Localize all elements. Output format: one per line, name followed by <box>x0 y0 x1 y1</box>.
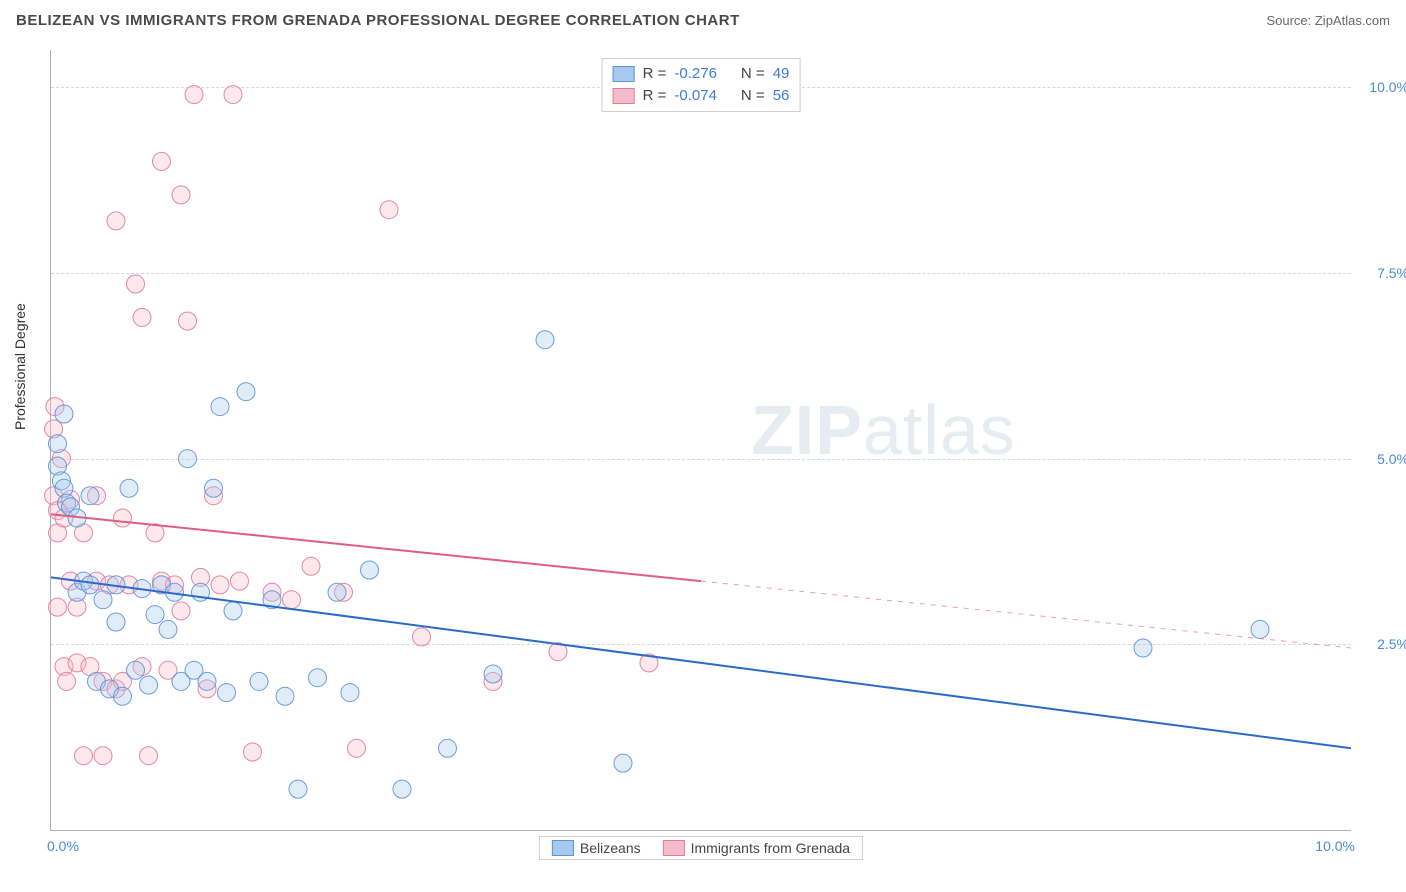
scatter-point-grenada <box>179 312 197 330</box>
scatter-point-grenada <box>75 747 93 765</box>
y-tick-label: 7.5% <box>1359 265 1406 281</box>
scatter-point-belizeans <box>107 613 125 631</box>
scatter-point-belizeans <box>328 583 346 601</box>
scatter-point-belizeans <box>276 687 294 705</box>
scatter-point-belizeans <box>536 331 554 349</box>
swatch-grenada <box>663 840 685 856</box>
scatter-point-grenada <box>172 602 190 620</box>
scatter-point-grenada <box>348 739 366 757</box>
header-bar: BELIZEAN VS IMMIGRANTS FROM GRENADA PROF… <box>0 0 1406 40</box>
scatter-point-belizeans <box>224 602 242 620</box>
scatter-point-belizeans <box>81 576 99 594</box>
scatter-point-grenada <box>224 86 242 104</box>
scatter-point-belizeans <box>250 672 268 690</box>
scatter-point-belizeans <box>237 383 255 401</box>
scatter-point-belizeans <box>1251 620 1269 638</box>
scatter-point-belizeans <box>361 561 379 579</box>
scatter-point-grenada <box>231 572 249 590</box>
scatter-point-belizeans <box>120 479 138 497</box>
stats-row-grenada: R = -0.074 N = 56 <box>613 85 790 107</box>
scatter-point-belizeans <box>159 620 177 638</box>
x-tick-min: 0.0% <box>47 838 79 854</box>
scatter-point-belizeans <box>127 661 145 679</box>
scatter-point-belizeans <box>179 450 197 468</box>
r-value-grenada: -0.074 <box>674 85 717 107</box>
scatter-point-grenada <box>114 509 132 527</box>
trend-line-belizeans <box>51 577 1351 748</box>
scatter-point-belizeans <box>289 780 307 798</box>
scatter-point-belizeans <box>218 684 236 702</box>
r-value-belizeans: -0.276 <box>674 63 717 85</box>
scatter-point-belizeans <box>484 665 502 683</box>
n-label: N = <box>741 63 765 85</box>
scatter-point-grenada <box>153 152 171 170</box>
y-tick-label: 10.0% <box>1359 79 1406 95</box>
scatter-point-grenada <box>133 308 151 326</box>
scatter-point-grenada <box>94 747 112 765</box>
r-label: R = <box>643 63 667 85</box>
swatch-grenada <box>613 88 635 104</box>
source-link[interactable]: ZipAtlas.com <box>1315 13 1390 28</box>
y-tick-label: 2.5% <box>1359 636 1406 652</box>
n-label: N = <box>741 85 765 107</box>
r-label: R = <box>643 85 667 107</box>
legend-item-grenada: Immigrants from Grenada <box>663 840 851 856</box>
scatter-point-grenada <box>58 672 76 690</box>
scatter-point-belizeans <box>140 676 158 694</box>
scatter-point-grenada <box>107 212 125 230</box>
legend-label-grenada: Immigrants from Grenada <box>691 840 851 856</box>
stats-row-belizeans: R = -0.276 N = 49 <box>613 63 790 85</box>
scatter-point-belizeans <box>55 405 73 423</box>
scatter-point-belizeans <box>309 669 327 687</box>
scatter-point-grenada <box>185 86 203 104</box>
scatter-point-grenada <box>244 743 262 761</box>
scatter-point-belizeans <box>393 780 411 798</box>
n-value-grenada: 56 <box>773 85 790 107</box>
scatter-point-grenada <box>302 557 320 575</box>
scatter-point-belizeans <box>49 435 67 453</box>
swatch-belizeans <box>552 840 574 856</box>
legend-item-belizeans: Belizeans <box>552 840 641 856</box>
scatter-point-belizeans <box>1134 639 1152 657</box>
scatter-point-grenada <box>211 576 229 594</box>
scatter-point-grenada <box>413 628 431 646</box>
scatter-point-belizeans <box>211 398 229 416</box>
scatter-point-grenada <box>49 598 67 616</box>
scatter-point-belizeans <box>341 684 359 702</box>
trend-line-dashed-grenada <box>701 581 1351 648</box>
scatter-point-belizeans <box>114 687 132 705</box>
scatter-point-belizeans <box>198 672 216 690</box>
x-tick-max: 10.0% <box>1315 838 1355 854</box>
scatter-point-grenada <box>283 591 301 609</box>
scatter-point-grenada <box>140 747 158 765</box>
chart-title: BELIZEAN VS IMMIGRANTS FROM GRENADA PROF… <box>16 12 740 29</box>
legend-label-belizeans: Belizeans <box>580 840 641 856</box>
scatter-point-belizeans <box>205 479 223 497</box>
scatter-svg <box>51 50 1351 830</box>
scatter-point-belizeans <box>94 591 112 609</box>
scatter-point-belizeans <box>146 606 164 624</box>
source-credit: Source: ZipAtlas.com <box>1266 13 1390 28</box>
scatter-point-belizeans <box>81 487 99 505</box>
y-axis-label: Professional Degree <box>12 303 28 430</box>
scatter-point-grenada <box>127 275 145 293</box>
n-value-belizeans: 49 <box>773 63 790 85</box>
scatter-point-belizeans <box>439 739 457 757</box>
source-prefix: Source: <box>1266 13 1314 28</box>
scatter-point-grenada <box>172 186 190 204</box>
correlation-stats-box: R = -0.276 N = 49 R = -0.074 N = 56 <box>602 58 801 112</box>
bottom-legend: Belizeans Immigrants from Grenada <box>539 836 863 860</box>
scatter-point-grenada <box>380 201 398 219</box>
scatter-point-belizeans <box>614 754 632 772</box>
swatch-belizeans <box>613 66 635 82</box>
y-tick-label: 5.0% <box>1359 451 1406 467</box>
plot-area: 2.5%5.0%7.5%10.0% ZIPatlas R = -0.276 N … <box>50 50 1351 831</box>
